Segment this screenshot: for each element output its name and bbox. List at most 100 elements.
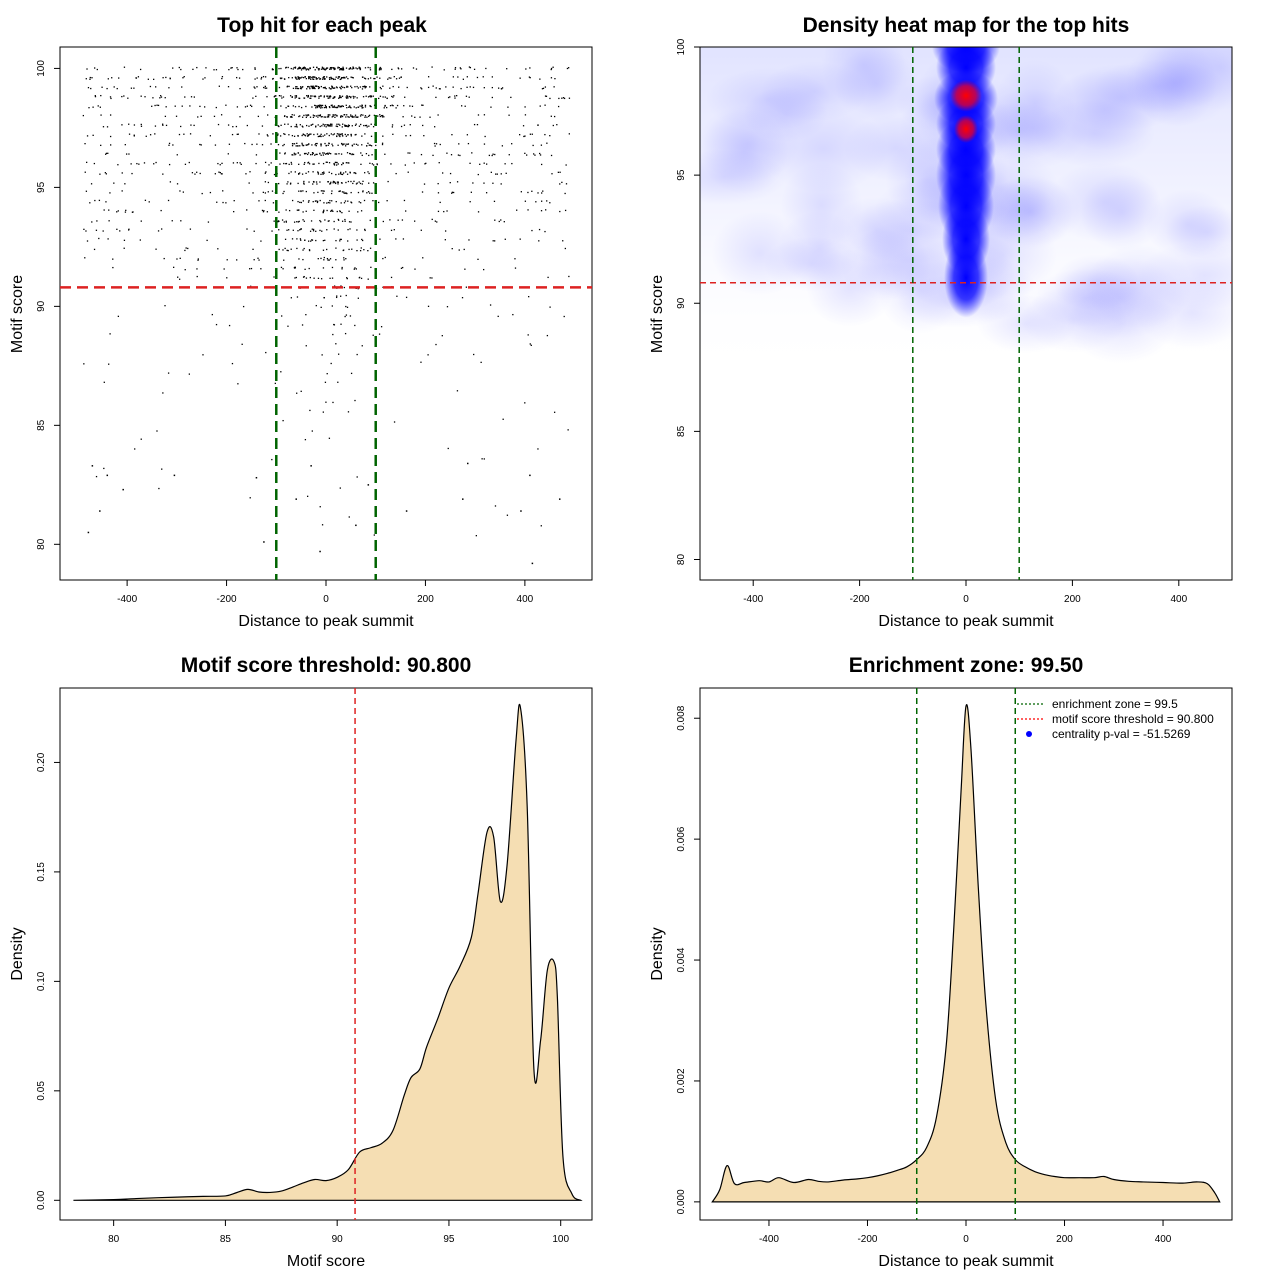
scatter-point	[260, 268, 262, 270]
scatter-point	[340, 295, 342, 297]
scatter-point	[230, 67, 232, 69]
scatter-point	[288, 172, 290, 175]
scatter-point	[313, 277, 315, 279]
scatter-point	[228, 68, 230, 71]
scatter-point	[236, 162, 238, 164]
scatter-point	[539, 152, 541, 155]
scatter-point	[338, 190, 340, 193]
heat-y-tick-label: 100	[676, 38, 687, 55]
scatter-point	[108, 220, 110, 222]
scatter-point	[209, 191, 212, 194]
scatter-point	[341, 126, 343, 128]
scatter-point	[117, 164, 119, 166]
scatter-point	[345, 76, 348, 78]
scatter-point	[338, 97, 340, 99]
scatter-point	[285, 209, 287, 211]
scatter-point	[409, 124, 411, 126]
scatter-point	[145, 135, 147, 137]
scatter-point	[364, 124, 367, 127]
scatter-point	[95, 475, 98, 478]
scatter-point	[370, 266, 372, 269]
scatter-point	[266, 96, 268, 98]
scatter-point	[347, 180, 350, 183]
scatter-point	[308, 249, 311, 252]
scatter-point	[137, 76, 140, 78]
scatter-point	[359, 86, 362, 88]
scatter-point	[542, 87, 545, 90]
scatter-point	[389, 87, 391, 89]
scatter-point	[101, 86, 103, 88]
scatter-point	[316, 200, 319, 202]
scatter-point	[211, 313, 213, 316]
scatter-point	[140, 220, 142, 222]
scatter-point	[389, 219, 391, 221]
scatter-point	[265, 171, 267, 173]
scatter-point	[154, 125, 157, 127]
scatter-point	[340, 238, 342, 241]
scatter-point	[307, 95, 310, 97]
scatter-x-tick-label: 0	[323, 594, 329, 605]
scatter-point	[497, 87, 500, 89]
scatter-point	[350, 135, 352, 137]
scatter-point	[355, 107, 357, 109]
scatter-point	[287, 66, 289, 69]
scatter-point	[469, 162, 471, 164]
scatter-point	[361, 107, 363, 109]
scatter-point	[422, 124, 424, 127]
scatter-point	[297, 152, 299, 154]
scatter-point	[131, 172, 133, 175]
scatter-point	[228, 324, 231, 327]
scatter-point	[301, 324, 304, 326]
scatter-point	[449, 172, 452, 175]
scatter-point	[348, 248, 350, 251]
scatter-point	[124, 183, 126, 185]
scatter-point	[341, 133, 343, 135]
scatter-point	[343, 191, 345, 193]
scatter-point	[327, 152, 329, 155]
scatter-point	[562, 97, 565, 99]
scatter-point	[339, 95, 341, 97]
scatter-point	[348, 162, 350, 164]
scatter-point	[168, 163, 171, 166]
scatter-point	[128, 133, 131, 135]
scatter-point	[526, 154, 528, 156]
scatter-point	[284, 133, 286, 136]
scatter-point	[346, 106, 348, 109]
scatter-point	[345, 125, 347, 127]
scatter-point	[367, 278, 369, 280]
scatter-point	[331, 266, 334, 269]
scatter-point	[333, 181, 336, 183]
scatter-point	[340, 67, 343, 70]
scatter-point	[375, 144, 377, 147]
scatter-point	[414, 268, 416, 270]
scatter-point	[334, 87, 336, 89]
scatter-point	[320, 257, 322, 260]
scatter-point	[271, 230, 273, 232]
heatmap-cell	[758, 104, 889, 193]
legend-pval-swatch	[1026, 731, 1032, 737]
scatter-point	[360, 210, 363, 212]
scatter-point	[246, 105, 248, 107]
scatter-point	[357, 288, 359, 290]
scatter-point	[335, 200, 337, 203]
scatter-point	[300, 239, 302, 241]
heat-x-tick-label: 0	[963, 594, 969, 605]
scatter-point	[290, 163, 293, 165]
scatter-point	[340, 202, 342, 204]
scatter-point	[358, 201, 360, 203]
scatter-point	[350, 107, 352, 109]
scatter-point	[347, 411, 350, 413]
scatter-point	[544, 95, 547, 97]
scatter-point	[217, 162, 219, 165]
scatter-point	[469, 86, 471, 88]
scatter-point	[177, 276, 179, 278]
scatter-point	[313, 181, 315, 183]
scatter-point	[364, 115, 367, 117]
scatter-point	[421, 191, 424, 193]
scatter-point	[527, 209, 529, 211]
scatter-point	[342, 76, 345, 79]
scatter-point	[354, 399, 356, 402]
scatter-point	[378, 97, 380, 100]
scatter-point	[197, 116, 199, 118]
scatter-point	[320, 68, 323, 70]
